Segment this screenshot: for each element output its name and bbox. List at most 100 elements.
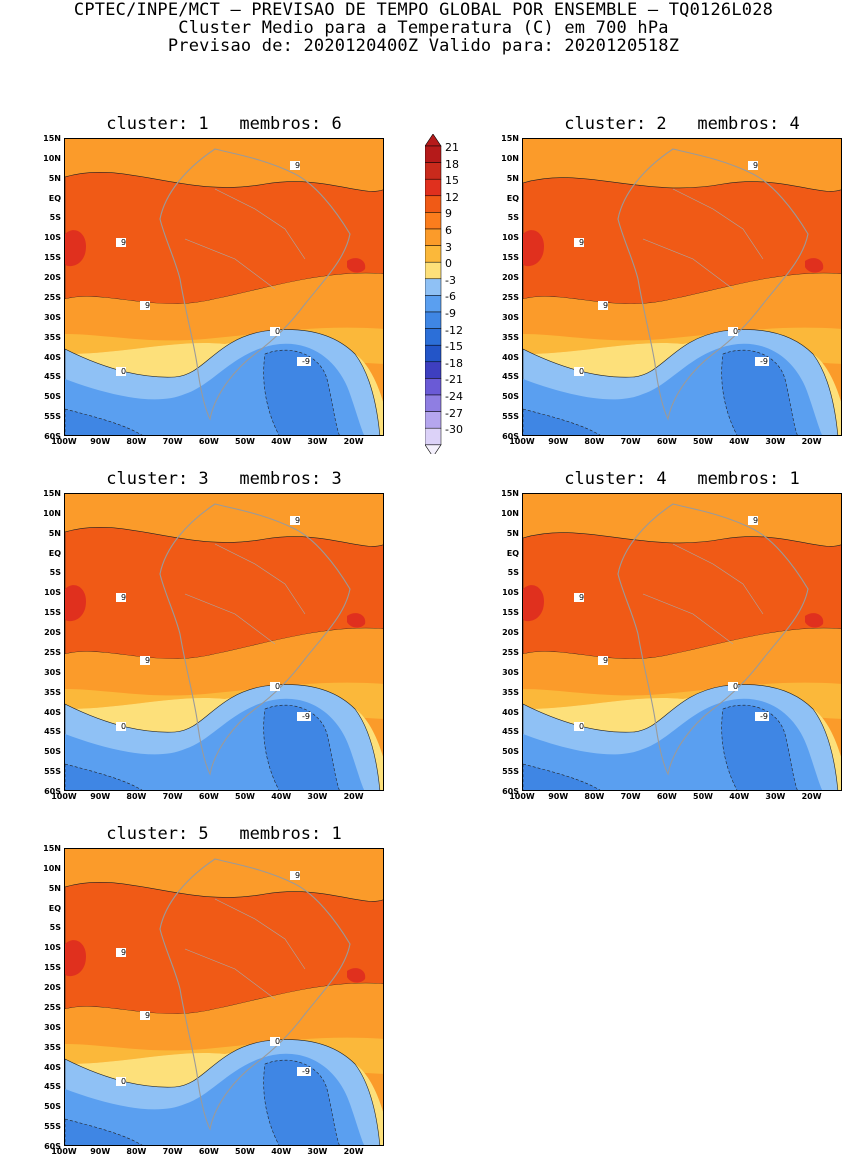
contour-label: 9 — [574, 593, 584, 602]
longitude-label: 60W — [198, 792, 219, 801]
svg-text:0: 0 — [275, 327, 280, 336]
warm-band — [523, 532, 841, 660]
map-field: 9 9 9 0 0 -9 — [65, 148, 383, 435]
latitude-label: 10S — [502, 233, 519, 243]
svg-text:0: 0 — [733, 327, 738, 336]
latitude-label: 35S — [44, 332, 61, 342]
colorbar-swatch — [425, 145, 442, 163]
hot-core — [347, 968, 366, 983]
latitude-label: 5N — [506, 173, 519, 183]
panel-title: cluster: 1 membros: 6 — [106, 114, 342, 134]
colorbar-label: -3 — [445, 273, 456, 287]
svg-text:-9: -9 — [302, 357, 310, 366]
colorbar-swatch — [425, 394, 442, 412]
latitude-label: 30S — [44, 312, 61, 322]
longitude-label: 80W — [126, 792, 147, 801]
header-date-line: Previsao de: 2020120400Z Valido para: 20… — [167, 36, 680, 56]
colorbar-swatch — [425, 162, 442, 180]
longitude-label: 30W — [765, 437, 786, 446]
latitude-label: 40S — [44, 707, 61, 717]
colorbar-label: -21 — [445, 373, 463, 387]
longitude-label: 40W — [271, 792, 292, 801]
colorbar-swatch — [425, 178, 442, 197]
colorbar-label: -15 — [445, 340, 463, 354]
svg-text:0: 0 — [121, 722, 126, 731]
svg-text:9: 9 — [579, 593, 584, 602]
latitude-label: 5N — [48, 173, 61, 183]
contour-label: 9 — [116, 593, 126, 602]
latitude-label: 50S — [44, 1102, 61, 1112]
latitude-label: 50S — [44, 392, 61, 402]
contour-label: 0 — [728, 682, 738, 691]
longitude-label: 30W — [307, 792, 328, 801]
hot-core — [347, 613, 366, 628]
latitude-label: 40S — [502, 707, 519, 717]
latitude-label: 35S — [502, 332, 519, 342]
contour-label: 0 — [574, 722, 584, 731]
latitude-label: 5N — [506, 528, 519, 538]
colorbar-label: 18 — [445, 157, 459, 171]
latitude-label: 15N — [43, 134, 61, 143]
contour-label: 9 — [748, 516, 758, 525]
latitude-label: 10S — [44, 943, 61, 953]
continent-outline — [159, 503, 351, 776]
svg-text:9: 9 — [603, 301, 608, 310]
latitude-label: EQ — [48, 548, 61, 558]
longitude-label: 30W — [307, 1147, 328, 1156]
mild-band — [65, 273, 383, 341]
longitude-label: 20W — [801, 437, 822, 446]
contour-label: 9 — [598, 656, 608, 665]
colorbar-label: 9 — [445, 207, 452, 221]
latitude-label: 50S — [502, 747, 519, 757]
latitude-label: 15S — [44, 608, 61, 618]
latitude-label: 10N — [43, 863, 61, 873]
latitude-label: 10S — [44, 588, 61, 598]
latitude-label: 15S — [44, 253, 61, 263]
continent-outline — [159, 148, 351, 421]
continent-outline — [159, 858, 351, 1131]
longitude-label: 60W — [656, 792, 677, 801]
latitude-label: 55S — [502, 412, 519, 422]
country-borders — [642, 188, 764, 290]
colorbar-swatch — [425, 228, 442, 246]
svg-text:9: 9 — [295, 161, 300, 170]
cold-core — [523, 408, 601, 435]
svg-text:9: 9 — [145, 301, 150, 310]
colorbar-swatch — [425, 427, 442, 446]
longitude-label: 90W — [90, 792, 111, 801]
colorbar-label: -27 — [445, 406, 463, 420]
cold-core — [65, 763, 143, 790]
longitude-label: 80W — [126, 1147, 147, 1156]
longitude-label: 20W — [801, 792, 822, 801]
colorbar-label: 6 — [445, 224, 452, 237]
map-field: 9 9 9 0 0 -9 — [523, 148, 841, 435]
contour-label: 0 — [116, 367, 126, 376]
colorbar-swatch — [425, 245, 442, 263]
colorbar-swatch — [425, 378, 442, 396]
country-borders — [642, 543, 764, 645]
latitude-label: EQ — [506, 193, 519, 203]
svg-text:9: 9 — [295, 871, 300, 880]
latitude-label: 20S — [502, 273, 519, 283]
svg-text:0: 0 — [733, 682, 738, 691]
contour-label: 0 — [270, 327, 280, 336]
colorbar-label: 3 — [445, 240, 452, 254]
contour-label: 0 — [270, 1037, 280, 1046]
hot-core — [65, 230, 86, 267]
latitude-label: 25S — [44, 647, 61, 657]
latitude-label: 5S — [49, 923, 61, 933]
mild-band — [523, 628, 841, 696]
colorbar-swatch — [425, 344, 442, 363]
colorbar-label: -9 — [445, 307, 456, 320]
longitude-label: 90W — [548, 437, 569, 446]
svg-text:9: 9 — [145, 656, 150, 665]
latitude-label: 45S — [502, 372, 519, 382]
longitude-label: 50W — [235, 792, 255, 801]
colorbar-label: -12 — [445, 323, 463, 337]
svg-text:9: 9 — [145, 1011, 150, 1020]
colorbar-top-arrow — [425, 134, 442, 147]
latitude-label: 35S — [44, 1042, 61, 1052]
contour-label: 0 — [728, 327, 738, 336]
colorbar-label: 12 — [445, 190, 459, 204]
longitude-label: 100W — [51, 792, 77, 801]
